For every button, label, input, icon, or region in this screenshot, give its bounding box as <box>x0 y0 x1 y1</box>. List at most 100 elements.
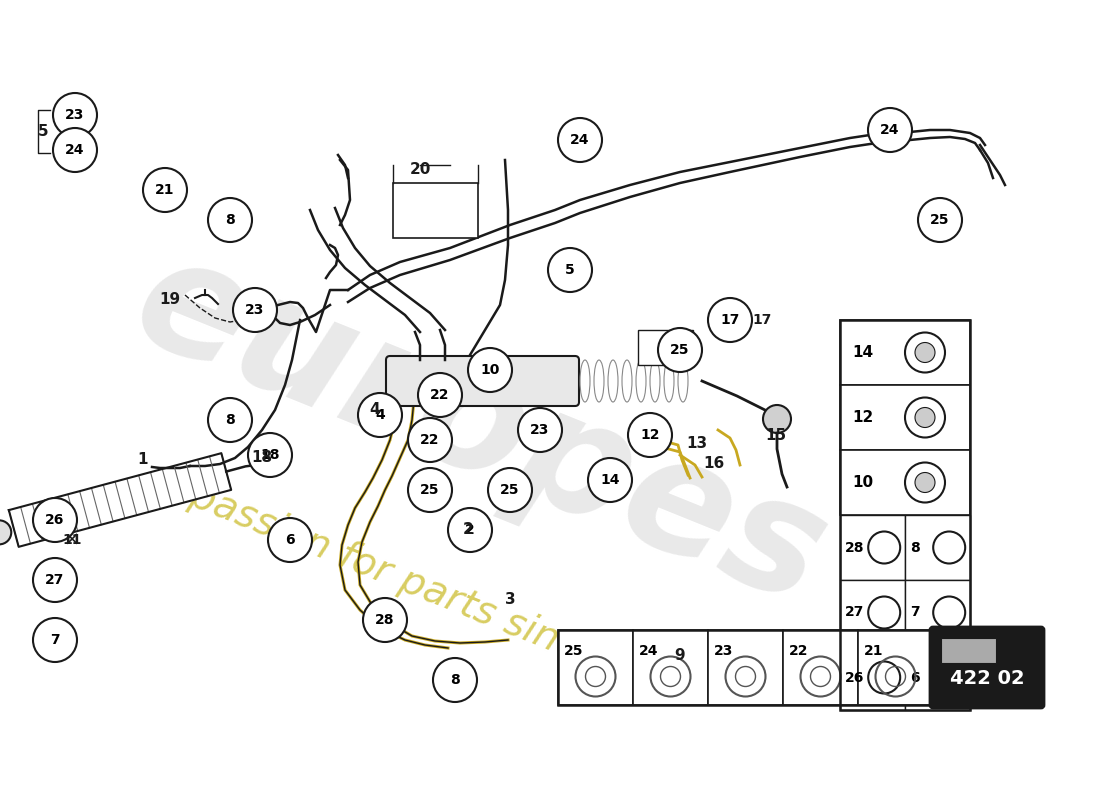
Text: 23: 23 <box>530 423 550 437</box>
Text: 22: 22 <box>420 433 440 447</box>
Text: 22: 22 <box>789 644 808 658</box>
Text: a passion for parts since 1985: a passion for parts since 1985 <box>151 462 710 718</box>
Circle shape <box>488 468 532 512</box>
Bar <box>632 630 708 705</box>
Text: 7: 7 <box>51 633 59 647</box>
Circle shape <box>548 248 592 292</box>
Text: 10: 10 <box>852 475 873 490</box>
Circle shape <box>658 328 702 372</box>
Bar <box>840 515 905 580</box>
Text: 4: 4 <box>375 408 385 422</box>
Circle shape <box>905 333 945 373</box>
Text: europes: europes <box>113 222 847 638</box>
Bar <box>840 385 970 450</box>
Text: 8: 8 <box>910 541 920 554</box>
Text: 15: 15 <box>764 427 786 442</box>
Text: 25: 25 <box>500 483 519 497</box>
Text: 8: 8 <box>226 413 235 427</box>
Text: 10: 10 <box>481 363 499 377</box>
Circle shape <box>433 658 477 702</box>
Circle shape <box>868 531 900 563</box>
Circle shape <box>448 508 492 552</box>
Text: 422 02: 422 02 <box>949 670 1024 688</box>
Text: 25: 25 <box>420 483 440 497</box>
FancyBboxPatch shape <box>930 627 1044 708</box>
Text: 23: 23 <box>714 644 734 658</box>
Text: 22: 22 <box>430 388 450 402</box>
Text: 24: 24 <box>65 143 85 157</box>
Text: 1: 1 <box>138 453 148 467</box>
Text: 17: 17 <box>752 313 771 327</box>
Circle shape <box>33 558 77 602</box>
Text: 25: 25 <box>931 213 949 227</box>
Text: 21: 21 <box>864 644 883 658</box>
Bar <box>558 258 586 278</box>
Circle shape <box>905 462 945 502</box>
Circle shape <box>53 93 97 137</box>
Text: 9: 9 <box>674 647 685 662</box>
Circle shape <box>915 342 935 362</box>
Circle shape <box>33 618 77 662</box>
Text: 8: 8 <box>226 213 235 227</box>
Text: 18: 18 <box>261 448 279 462</box>
Text: 23: 23 <box>245 303 265 317</box>
Text: 11: 11 <box>63 533 81 547</box>
Text: 18: 18 <box>251 450 272 466</box>
Circle shape <box>915 407 935 427</box>
Circle shape <box>868 108 912 152</box>
Circle shape <box>763 405 791 433</box>
Text: 27: 27 <box>45 573 65 587</box>
Circle shape <box>868 597 900 629</box>
Circle shape <box>468 348 512 392</box>
Text: 4: 4 <box>370 402 379 418</box>
Bar <box>840 320 970 710</box>
Circle shape <box>233 288 277 332</box>
Text: 24: 24 <box>639 644 659 658</box>
Text: 14: 14 <box>601 473 619 487</box>
Bar <box>858 630 933 705</box>
Text: 17: 17 <box>720 313 739 327</box>
Text: 2: 2 <box>463 522 474 538</box>
Text: 23: 23 <box>65 108 85 122</box>
Bar <box>905 580 970 645</box>
Circle shape <box>0 520 11 544</box>
Text: 5: 5 <box>565 263 575 277</box>
Bar <box>783 630 858 705</box>
Text: 19: 19 <box>158 293 180 307</box>
Bar <box>905 645 970 710</box>
Circle shape <box>408 418 452 462</box>
Circle shape <box>915 473 935 493</box>
Text: 5: 5 <box>39 125 48 139</box>
Text: 27: 27 <box>845 606 865 619</box>
Bar <box>558 630 933 705</box>
Text: 3: 3 <box>505 593 516 607</box>
Circle shape <box>208 198 252 242</box>
Text: 13: 13 <box>686 435 707 450</box>
Text: 21: 21 <box>155 183 175 197</box>
Circle shape <box>933 662 965 694</box>
Circle shape <box>53 128 97 172</box>
Text: ▶: ▶ <box>978 639 997 663</box>
Text: 14: 14 <box>852 345 873 360</box>
Circle shape <box>418 373 462 417</box>
Bar <box>905 515 970 580</box>
Bar <box>840 450 970 515</box>
Bar <box>708 630 783 705</box>
Text: 6: 6 <box>910 670 920 685</box>
Text: ×: × <box>64 530 80 550</box>
Bar <box>558 630 632 705</box>
Bar <box>638 330 693 365</box>
Text: 2: 2 <box>465 523 475 537</box>
Text: 20: 20 <box>409 162 431 178</box>
Text: 25: 25 <box>670 343 690 357</box>
Bar <box>840 320 970 385</box>
Circle shape <box>518 408 562 452</box>
Circle shape <box>208 398 252 442</box>
Circle shape <box>248 433 292 477</box>
Text: 7: 7 <box>910 606 920 619</box>
Bar <box>393 183 478 238</box>
Circle shape <box>33 498 77 542</box>
Bar <box>840 580 905 645</box>
Circle shape <box>933 597 965 629</box>
Text: 8: 8 <box>450 673 460 687</box>
